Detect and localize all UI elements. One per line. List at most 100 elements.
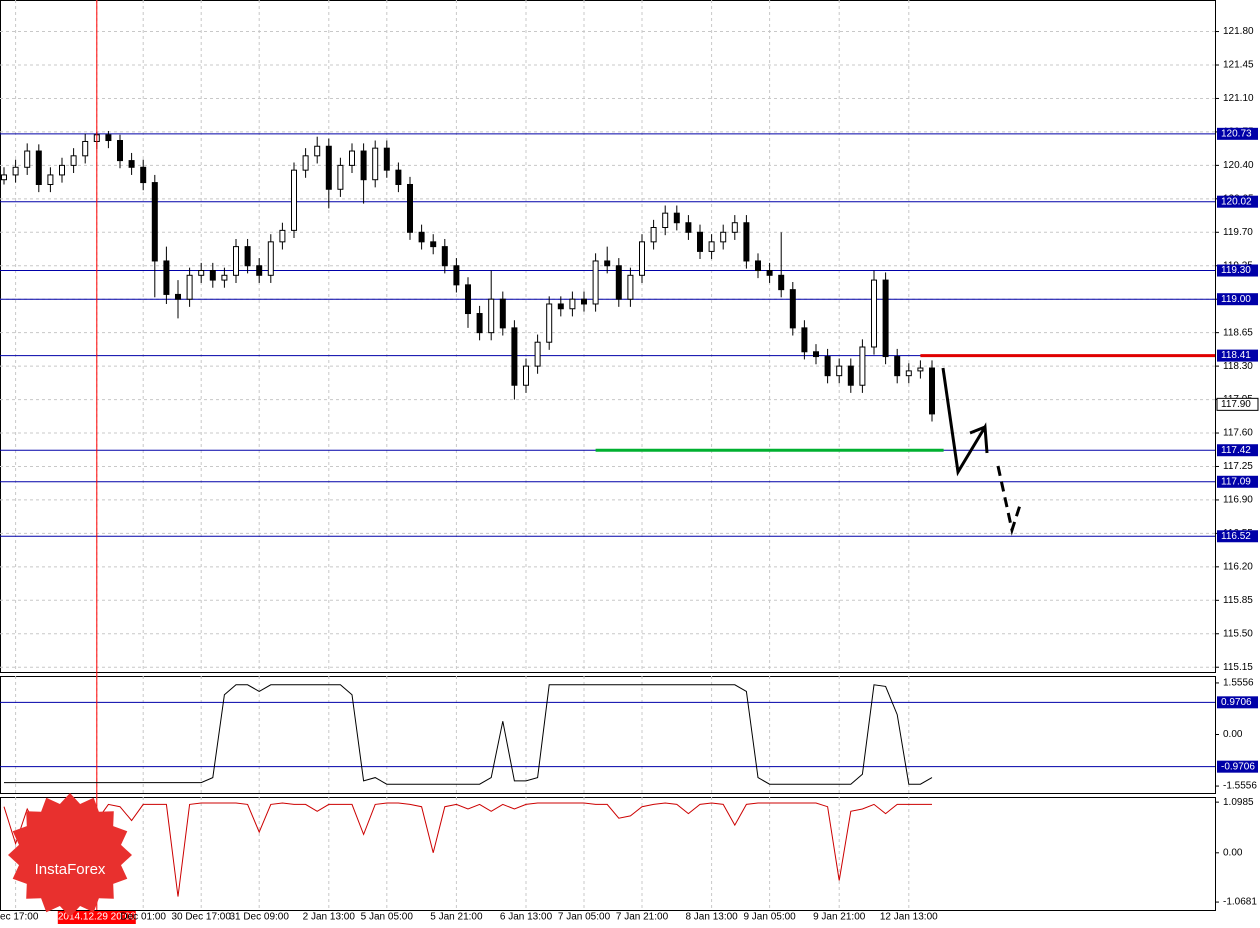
candle-body: [789, 289, 796, 329]
level-label: 117.42: [1221, 445, 1251, 456]
candle-body: [59, 164, 65, 176]
candle-body: [720, 231, 727, 243]
candle-body: [557, 303, 564, 310]
current-price-label: 117.90: [1221, 399, 1251, 410]
current-price-bg: [1216, 397, 1259, 411]
y-tick-label: 0.00: [1223, 847, 1243, 858]
candle-body: [905, 370, 912, 377]
forecast-arrow: [941, 367, 1023, 536]
candle-body: [546, 303, 553, 343]
candle-body: [801, 327, 808, 353]
candle-body: [697, 231, 703, 252]
candle-body: [488, 298, 495, 334]
x-tick-label: 30 Dec 17:00: [171, 912, 231, 923]
candle-body: [882, 279, 889, 358]
forecast-path: [941, 367, 989, 477]
y-tick-label: 118.65: [1223, 327, 1253, 338]
candle-body: [70, 155, 77, 166]
candle-body: [592, 260, 599, 305]
candle-body: [233, 246, 239, 276]
candle-body: [639, 241, 645, 276]
candle-body: [627, 274, 634, 300]
candle-body: [105, 134, 112, 142]
candle-body: [383, 147, 390, 171]
candle-body: [256, 265, 263, 276]
candle-body: [1, 174, 7, 181]
candle-body: [813, 351, 819, 358]
indicator-line: [4, 684, 933, 785]
y-tick-label: 115.85: [1223, 595, 1253, 606]
candle-body: [441, 246, 448, 267]
candle-body: [778, 274, 785, 291]
x-tick-label: 31 Dec 09:00: [229, 912, 289, 923]
candle-body: [128, 160, 135, 168]
candle-body: [163, 260, 170, 295]
candle-body: [430, 241, 437, 248]
candle-body: [314, 145, 321, 157]
y-tick-label: 0.00: [1223, 729, 1243, 740]
candle-body: [662, 212, 669, 229]
level-label-bg: [1217, 475, 1258, 488]
candle-body: [708, 241, 715, 252]
candle-body: [117, 140, 123, 162]
y-tick-label: 121.80: [1223, 26, 1254, 37]
level-label: 0.9706: [1221, 697, 1252, 708]
indicator-line: [3, 802, 932, 897]
candle-body: [453, 265, 460, 286]
grid-layer: [0, 0, 1216, 911]
y-tick-label: 117.25: [1223, 461, 1253, 472]
candle-body: [395, 169, 402, 185]
x-tick-label: 8 Jan 13:00: [685, 912, 738, 923]
x-tick-label: 5 Jan 21:00: [430, 912, 483, 923]
candle-body: [534, 341, 541, 367]
logo-badge: [8, 793, 132, 917]
level-label: 118.41: [1221, 350, 1251, 361]
y-tick-label: -1.0681: [1223, 897, 1257, 908]
x-tick-label: 5 Jan 05:00: [361, 912, 414, 923]
logo-text: InstaForex: [35, 861, 106, 878]
x-tick-label: 9 Jan 21:00: [813, 912, 866, 923]
candle-body: [847, 365, 854, 386]
panel-frame: [0, 0, 1216, 673]
level-label: 119.30: [1221, 265, 1251, 276]
y-tick-label: 117.60: [1223, 428, 1253, 439]
candle-body: [360, 150, 367, 181]
candle-body: [372, 147, 379, 181]
candle-body: [140, 166, 147, 184]
y-tick-label: 115.15: [1223, 662, 1253, 673]
y-tick-label: 118.30: [1223, 361, 1253, 372]
candle-body: [650, 227, 657, 243]
x-tick-label: Dec 17:00: [0, 912, 39, 923]
candle-body: [407, 183, 413, 233]
candle-body: [186, 274, 193, 300]
forecast-path: [996, 465, 1023, 536]
candle-body: [824, 356, 831, 377]
candle-body: [209, 270, 216, 281]
x-tick-label: Dec 01:00: [120, 912, 166, 923]
panel-frame: [0, 797, 1216, 911]
y-tick-label: 1.5556: [1223, 678, 1254, 689]
y-tick-label: 116.90: [1223, 495, 1253, 506]
x-tick-label: 2014.12.29 20:00: [58, 912, 136, 923]
y-tick-label: 119.70: [1223, 227, 1253, 238]
y-tick-label: 121.45: [1223, 60, 1254, 71]
candle-body: [929, 367, 935, 415]
candle-body: [871, 279, 877, 348]
candle-body: [766, 270, 773, 276]
candle-body: [221, 274, 228, 281]
level-label: 116.52: [1221, 531, 1251, 542]
level-label-bg: [1217, 195, 1258, 208]
crosshair-label-bg: [57, 911, 136, 924]
candle-body: [673, 212, 680, 224]
candle-body: [279, 229, 286, 243]
candle-body: [151, 182, 158, 262]
candle-body: [175, 293, 181, 300]
candle-body: [325, 145, 332, 190]
candle-body: [35, 150, 42, 185]
candle-body: [465, 284, 471, 315]
level-label-bg: [1217, 760, 1258, 773]
level-label: 119.00: [1221, 294, 1251, 305]
candle-body: [499, 298, 506, 329]
candle-body: [859, 346, 866, 386]
